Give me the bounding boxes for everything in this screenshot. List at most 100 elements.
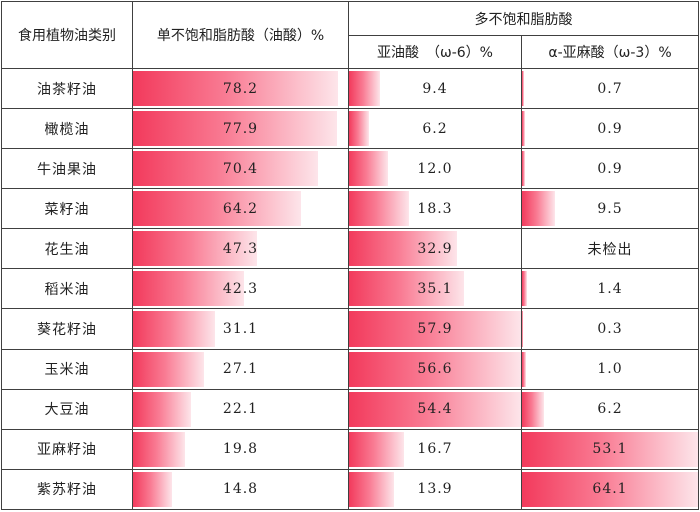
table-row: 牛油果油 70.4 12.0 0.9 [1, 148, 699, 190]
linolenic-value: 1.0 [597, 361, 623, 378]
mufa-cell: 14.8 [132, 468, 349, 511]
table-row: 葵花籽油 31.1 57.9 0.3 [1, 308, 699, 350]
linoleic-cell: 35.1 [348, 268, 522, 310]
linolenic-bar [522, 271, 527, 307]
mufa-bar [133, 71, 339, 107]
linoleic-bar [349, 71, 380, 107]
oil-name-cell: 稻米油 [1, 268, 133, 310]
linolenic-bar [522, 471, 698, 507]
table-row: 花生油 47.3 32.9 未检出 [1, 228, 699, 270]
linoleic-bar [349, 271, 464, 307]
mufa-bar [133, 191, 302, 227]
mufa-bar [133, 471, 172, 507]
linolenic-bar [522, 391, 544, 427]
mufa-value: 42.3 [222, 280, 259, 297]
oil-name-cell: 牛油果油 [1, 148, 133, 190]
linolenic-cell: 0.7 [521, 67, 699, 110]
oil-name-cell: 亚麻籽油 [1, 428, 133, 470]
linolenic-cell: 0.9 [521, 148, 699, 190]
linoleic-value: 12.0 [417, 160, 453, 177]
linoleic-cell: 54.4 [348, 388, 522, 430]
linoleic-cell: 16.7 [348, 428, 522, 470]
linolenic-cell: 9.5 [521, 188, 699, 230]
mufa-value: 70.4 [222, 160, 259, 177]
linoleic-cell: 13.9 [348, 468, 522, 511]
linolenic-value: 9.5 [597, 200, 623, 217]
linolenic-value: 0.7 [597, 80, 623, 97]
linoleic-bar [349, 231, 457, 267]
mufa-value: 27.1 [222, 361, 259, 378]
linoleic-cell: 6.2 [348, 108, 522, 150]
table-row: 玉米油 27.1 56.6 1.0 [1, 348, 699, 390]
mufa-bar [133, 271, 244, 307]
linoleic-value: 54.4 [417, 401, 453, 418]
linoleic-bar [349, 431, 404, 467]
mufa-bar [133, 311, 215, 347]
mufa-value: 19.8 [222, 441, 259, 458]
linoleic-value: 35.1 [417, 280, 453, 297]
linoleic-bar [349, 111, 370, 147]
mufa-cell: 19.8 [132, 428, 349, 470]
header-pufa: 多不饱和脂肪酸 [348, 1, 699, 36]
table-row: 橄榄油 77.9 6.2 0.9 [1, 108, 699, 150]
linolenic-value: 0.3 [597, 321, 623, 337]
mufa-cell: 27.1 [132, 348, 349, 390]
linolenic-bar [522, 351, 526, 387]
linoleic-value: 18.3 [417, 200, 453, 217]
linolenic-cell: 6.2 [521, 388, 699, 430]
mufa-bar [133, 431, 185, 467]
mufa-bar [133, 111, 338, 147]
linolenic-bar [522, 311, 524, 347]
linoleic-cell: 18.3 [348, 188, 522, 230]
mufa-bar [133, 151, 318, 187]
linolenic-bar [522, 191, 556, 227]
linolenic-cell: 1.0 [521, 348, 699, 390]
mufa-cell: 77.9 [132, 108, 349, 150]
mufa-value: 77.9 [222, 120, 259, 137]
linolenic-bar [522, 111, 526, 147]
mufa-value: 14.8 [222, 481, 259, 498]
linoleic-bar [349, 151, 389, 187]
header-mufa: 单不饱和脂肪酸（油酸）% [132, 1, 349, 69]
mufa-value: 31.1 [222, 321, 259, 337]
linoleic-cell: 12.0 [348, 148, 522, 190]
linolenic-bar [522, 431, 698, 467]
linoleic-bar [349, 391, 521, 427]
linolenic-value: 6.2 [597, 401, 623, 418]
mufa-bar [133, 231, 258, 267]
linolenic-bar [522, 151, 526, 187]
linoleic-bar [349, 191, 409, 227]
linolenic-value: 0.9 [597, 120, 623, 137]
linoleic-value: 56.6 [417, 361, 453, 378]
linoleic-cell: 32.9 [348, 228, 522, 270]
mufa-bar [133, 351, 205, 387]
table-row: 亚麻籽油 19.8 16.7 53.1 [1, 428, 699, 470]
linolenic-cell: 0.3 [521, 308, 699, 350]
header-linoleic: 亚油酸 （ω-6）% [348, 35, 522, 69]
mufa-cell: 47.3 [132, 228, 349, 270]
oil-name-cell: 橄榄油 [1, 108, 133, 150]
linolenic-cell: 1.4 [521, 268, 699, 310]
mufa-value: 22.1 [222, 401, 259, 418]
linoleic-value: 32.9 [417, 240, 453, 257]
oil-name-cell: 紫苏籽油 [1, 468, 133, 511]
table-row: 大豆油 22.1 54.4 6.2 [1, 388, 699, 430]
linolenic-value: 1.4 [597, 280, 623, 297]
linoleic-bar [349, 471, 395, 507]
table-row: 稻米油 42.3 35.1 1.4 [1, 268, 699, 310]
mufa-cell: 31.1 [132, 308, 349, 350]
mufa-bar [133, 391, 191, 427]
linoleic-cell: 9.4 [348, 67, 522, 110]
linoleic-value: 16.7 [417, 441, 453, 458]
mufa-cell: 22.1 [132, 388, 349, 430]
mufa-cell: 64.2 [132, 188, 349, 230]
table-row: 菜籽油 64.2 18.3 9.5 [1, 188, 699, 230]
mufa-value: 47.3 [222, 240, 259, 257]
linolenic-cell: 53.1 [521, 428, 699, 470]
linolenic-value: 64.1 [592, 481, 628, 498]
oil-name-cell: 大豆油 [1, 388, 133, 430]
linoleic-bar [349, 351, 521, 387]
table-body: 油茶籽油 78.2 9.4 0.7 橄榄油 77.9 6.2 0.9 牛油果油 70.4 12.0 0… [1, 67, 699, 511]
oil-name-cell: 菜籽油 [1, 188, 133, 230]
